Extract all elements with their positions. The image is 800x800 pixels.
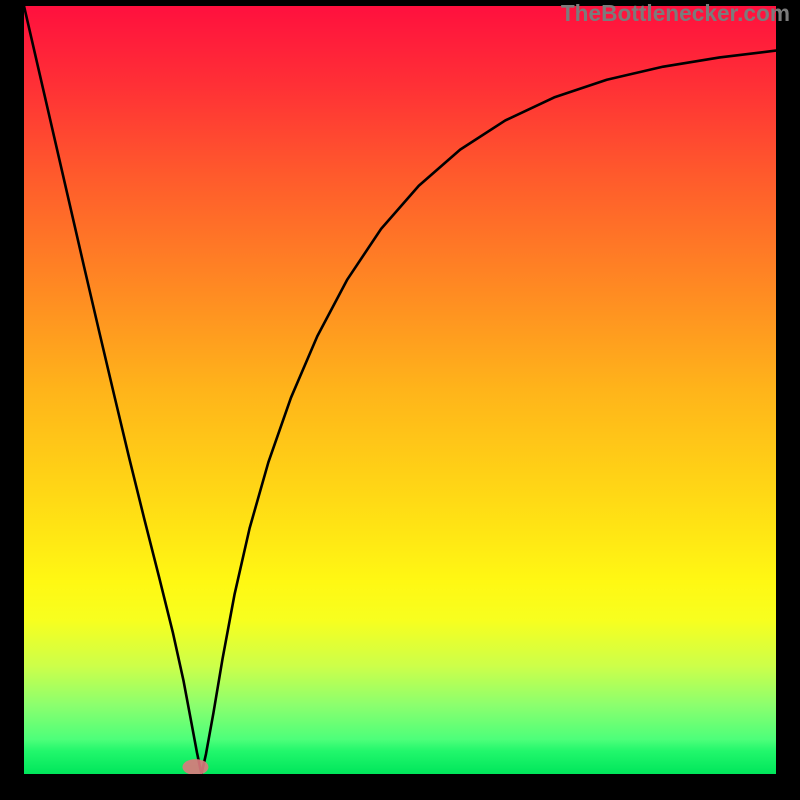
gradient-background <box>24 6 776 774</box>
plot-area <box>24 6 776 774</box>
plot-svg <box>24 6 776 774</box>
watermark-label: TheBottlenecker.com <box>561 0 790 27</box>
